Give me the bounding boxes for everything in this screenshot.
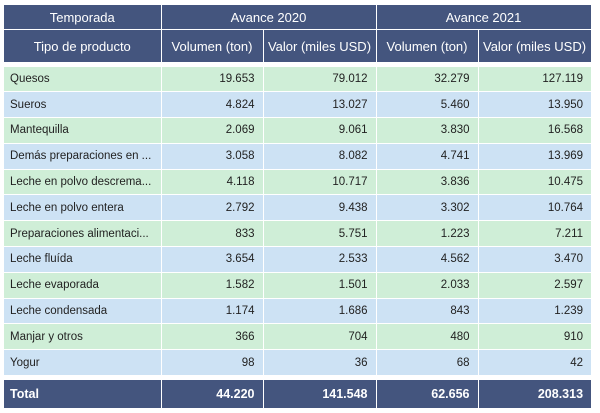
- season-header[interactable]: Temporada: [4, 5, 162, 30]
- table-row[interactable]: Yogur 98 36 68 42: [4, 349, 592, 377]
- volume-2021-cell: 3.836: [376, 169, 479, 196]
- column-header-volume-2020[interactable]: Volumen (ton): [161, 29, 264, 62]
- table-row[interactable]: Leche evaporada 1.582 1.501 2.033 2.597: [4, 272, 592, 299]
- volume-2020-cell: 2.792: [161, 194, 264, 222]
- volume-2021-cell: 1.223: [376, 220, 479, 248]
- value-2020-cell: 79.012: [263, 66, 377, 93]
- group-header-2021[interactable]: Avance 2021: [376, 5, 592, 30]
- value-2020-cell: 36: [263, 349, 377, 377]
- product-cell: Leche condensada: [4, 298, 162, 325]
- column-header-value-2020[interactable]: Valor (miles USD): [263, 29, 377, 62]
- value-2021-cell: 910: [478, 323, 592, 351]
- total-value-2020: 141.548: [263, 379, 377, 409]
- volume-2021-cell: 5.460: [376, 91, 479, 119]
- data-table-visual: Temporada Avance 2020 Avance 2021 Tipo d…: [4, 5, 592, 409]
- value-2021-cell: 7.211: [478, 220, 592, 248]
- volume-2020-cell: 4.824: [161, 91, 264, 119]
- table-row[interactable]: Preparaciones alimentaci... 833 5.751 1.…: [4, 220, 592, 248]
- value-2020-cell: 13.027: [263, 91, 377, 119]
- table-row[interactable]: Manjar y otros 366 704 480 910: [4, 323, 592, 351]
- product-cell: Leche evaporada: [4, 272, 162, 299]
- column-header-volume-2021[interactable]: Volumen (ton): [376, 29, 479, 62]
- volume-2021-cell: 3.830: [376, 117, 479, 144]
- total-label: Total: [4, 379, 162, 409]
- value-2020-cell: 1.501: [263, 272, 377, 299]
- volume-2020-cell: 833: [161, 220, 264, 248]
- volume-2020-cell: 3.058: [161, 143, 264, 170]
- value-2021-cell: 1.239: [478, 298, 592, 325]
- value-2021-cell: 10.475: [478, 169, 592, 196]
- value-2021-cell: 42: [478, 349, 592, 377]
- volume-2020-cell: 98: [161, 349, 264, 377]
- value-2021-cell: 3.470: [478, 246, 592, 273]
- table-row[interactable]: Quesos 19.653 79.012 32.279 127.119: [4, 66, 592, 93]
- value-2020-cell: 9.438: [263, 194, 377, 222]
- volume-2020-cell: 1.174: [161, 298, 264, 325]
- value-2021-cell: 2.597: [478, 272, 592, 299]
- value-2021-cell: 16.568: [478, 117, 592, 144]
- volume-2021-cell: 2.033: [376, 272, 479, 299]
- value-2020-cell: 704: [263, 323, 377, 351]
- product-cell: Yogur: [4, 349, 162, 377]
- table-row[interactable]: Leche condensada 1.174 1.686 843 1.239: [4, 298, 592, 325]
- volume-2020-cell: 3.654: [161, 246, 264, 273]
- table-row[interactable]: Leche fluída 3.654 2.533 4.562 3.470: [4, 246, 592, 273]
- value-2020-cell: 5.751: [263, 220, 377, 248]
- product-cell: Demás preparaciones en ...: [4, 143, 162, 170]
- table-row[interactable]: Leche en polvo entera 2.792 9.438 3.302 …: [4, 194, 592, 222]
- value-2020-cell: 8.082: [263, 143, 377, 170]
- volume-2021-cell: 4.741: [376, 143, 479, 170]
- total-volume-2021: 62.656: [376, 379, 479, 409]
- volume-2020-cell: 19.653: [161, 66, 264, 93]
- volume-2020-cell: 2.069: [161, 117, 264, 144]
- volume-2020-cell: 366: [161, 323, 264, 351]
- column-header-product[interactable]: Tipo de producto: [4, 29, 162, 62]
- volume-2021-cell: 843: [376, 298, 479, 325]
- value-2020-cell: 9.061: [263, 117, 377, 144]
- product-cell: Preparaciones alimentaci...: [4, 220, 162, 248]
- table-body: Quesos 19.653 79.012 32.279 127.119 Suer…: [4, 62, 592, 381]
- product-cell: Leche fluída: [4, 246, 162, 273]
- group-header-2020[interactable]: Avance 2020: [161, 5, 377, 30]
- table-row[interactable]: Leche en polvo descrema... 4.118 10.717 …: [4, 169, 592, 196]
- table-row[interactable]: Mantequilla 2.069 9.061 3.830 16.568: [4, 117, 592, 144]
- total-row: Total 44.220 141.548 62.656 208.313: [4, 379, 592, 409]
- value-2020-cell: 1.686: [263, 298, 377, 325]
- value-2020-cell: 2.533: [263, 246, 377, 273]
- volume-2021-cell: 3.302: [376, 194, 479, 222]
- export-table: Temporada Avance 2020 Avance 2021 Tipo d…: [4, 5, 592, 409]
- volume-2020-cell: 4.118: [161, 169, 264, 196]
- total-value-2021: 208.313: [478, 379, 592, 409]
- product-cell: Manjar y otros: [4, 323, 162, 351]
- column-header-value-2021[interactable]: Valor (miles USD): [478, 29, 592, 62]
- value-2021-cell: 127.119: [478, 66, 592, 93]
- total-volume-2020: 44.220: [161, 379, 264, 409]
- table-row[interactable]: Sueros 4.824 13.027 5.460 13.950: [4, 91, 592, 119]
- product-cell: Sueros: [4, 91, 162, 119]
- product-cell: Leche en polvo descrema...: [4, 169, 162, 196]
- product-cell: Quesos: [4, 66, 162, 93]
- product-cell: Mantequilla: [4, 117, 162, 144]
- volume-2021-cell: 480: [376, 323, 479, 351]
- value-2021-cell: 13.950: [478, 91, 592, 119]
- table-row[interactable]: Demás preparaciones en ... 3.058 8.082 4…: [4, 143, 592, 170]
- volume-2021-cell: 4.562: [376, 246, 479, 273]
- product-cell: Leche en polvo entera: [4, 194, 162, 222]
- volume-2020-cell: 1.582: [161, 272, 264, 299]
- value-2020-cell: 10.717: [263, 169, 377, 196]
- value-2021-cell: 10.764: [478, 194, 592, 222]
- volume-2021-cell: 32.279: [376, 66, 479, 93]
- volume-2021-cell: 68: [376, 349, 479, 377]
- value-2021-cell: 13.969: [478, 143, 592, 170]
